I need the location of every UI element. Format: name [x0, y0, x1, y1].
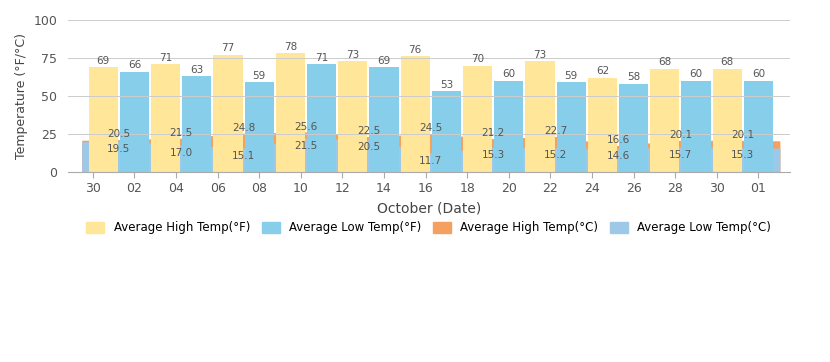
- Text: 73: 73: [346, 50, 359, 59]
- Bar: [619, 84, 648, 172]
- Text: 14.6: 14.6: [607, 151, 630, 161]
- Text: 76: 76: [408, 45, 422, 55]
- Text: 53: 53: [440, 80, 453, 90]
- Text: 78: 78: [284, 42, 297, 52]
- Bar: [120, 72, 149, 172]
- Bar: [681, 81, 710, 172]
- Bar: [276, 54, 305, 172]
- Text: 24.8: 24.8: [232, 123, 256, 133]
- Bar: [463, 66, 492, 172]
- Text: 60: 60: [502, 69, 515, 79]
- Bar: [151, 64, 180, 172]
- Text: 15.3: 15.3: [731, 150, 754, 160]
- Text: 11.7: 11.7: [419, 156, 442, 166]
- Text: 71: 71: [159, 52, 173, 63]
- Bar: [89, 67, 118, 172]
- Text: 63: 63: [190, 65, 203, 75]
- Text: 66: 66: [128, 60, 141, 70]
- Text: 68: 68: [658, 57, 671, 67]
- Text: 22.7: 22.7: [544, 126, 567, 136]
- Text: 60: 60: [752, 69, 765, 79]
- Text: 22.5: 22.5: [357, 126, 380, 136]
- Bar: [432, 92, 461, 172]
- Text: 69: 69: [378, 56, 391, 66]
- Text: 16.6: 16.6: [607, 135, 630, 145]
- Text: 68: 68: [720, 57, 734, 67]
- Text: 17.0: 17.0: [169, 148, 193, 158]
- Text: 71: 71: [315, 52, 328, 63]
- Bar: [588, 78, 617, 172]
- Text: 21.2: 21.2: [481, 128, 505, 138]
- Bar: [401, 56, 430, 172]
- Text: 73: 73: [534, 50, 547, 59]
- Y-axis label: Temperature (°F/°C): Temperature (°F/°C): [15, 33, 28, 159]
- Text: 21.5: 21.5: [169, 128, 193, 138]
- Text: 20.5: 20.5: [107, 129, 130, 139]
- Legend: Average High Temp(°F), Average Low Temp(°F), Average High Temp(°C), Average Low : Average High Temp(°F), Average Low Temp(…: [82, 217, 776, 239]
- Bar: [245, 82, 274, 172]
- Text: 70: 70: [471, 54, 484, 64]
- Bar: [339, 61, 368, 172]
- Bar: [369, 67, 398, 172]
- Bar: [713, 69, 742, 172]
- Bar: [495, 81, 524, 172]
- Text: 20.1: 20.1: [669, 130, 692, 140]
- Text: 15.2: 15.2: [544, 151, 567, 160]
- Bar: [213, 55, 242, 172]
- Text: 15.1: 15.1: [232, 151, 256, 161]
- Text: 20.5: 20.5: [357, 142, 380, 152]
- Text: 15.7: 15.7: [669, 150, 692, 160]
- Text: 24.5: 24.5: [419, 123, 442, 133]
- Text: 60: 60: [690, 69, 703, 79]
- Bar: [744, 81, 773, 172]
- Text: 58: 58: [627, 72, 640, 82]
- X-axis label: October (Date): October (Date): [377, 201, 481, 215]
- Text: 62: 62: [596, 66, 609, 76]
- Bar: [307, 64, 336, 172]
- Text: 59: 59: [564, 71, 578, 81]
- Text: 77: 77: [222, 43, 235, 54]
- Text: 21.5: 21.5: [295, 141, 318, 151]
- Bar: [183, 76, 212, 172]
- Text: 15.3: 15.3: [481, 150, 505, 160]
- Text: 59: 59: [252, 71, 266, 81]
- Text: 25.6: 25.6: [295, 122, 318, 132]
- Text: 20.1: 20.1: [731, 130, 754, 140]
- Bar: [557, 82, 586, 172]
- Text: 69: 69: [96, 56, 110, 66]
- Bar: [650, 69, 680, 172]
- Bar: [525, 61, 554, 172]
- Text: 19.5: 19.5: [107, 144, 130, 154]
